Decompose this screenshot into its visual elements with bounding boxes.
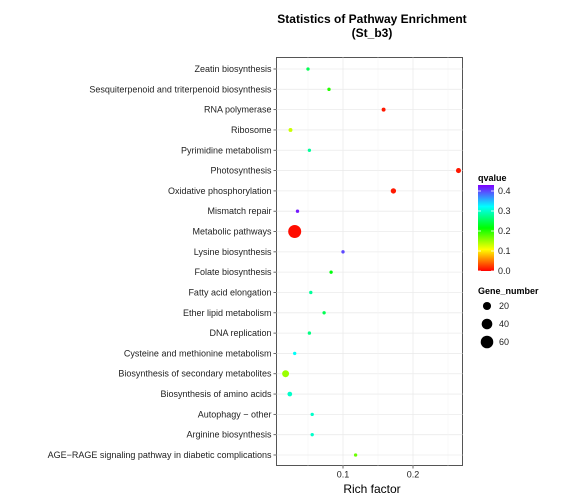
data-point xyxy=(329,270,333,274)
y-tick-label: Biosynthesis of secondary metabolites xyxy=(118,369,272,379)
data-point xyxy=(288,127,293,132)
chart-title: Statistics of Pathway Enrichment xyxy=(277,12,466,26)
data-point xyxy=(341,250,345,254)
y-tick-label: Pyrimidine metabolism xyxy=(181,145,272,155)
size-legend-label: 20 xyxy=(499,301,509,311)
data-point xyxy=(307,331,312,335)
colorbar-tick-label: 0.4 xyxy=(498,186,511,196)
data-point xyxy=(310,433,314,437)
data-point xyxy=(327,87,331,91)
y-tick-label: AGE−RAGE signaling pathway in diabetic c… xyxy=(48,450,272,460)
data-point xyxy=(309,290,313,295)
y-tick-label: Fatty acid elongation xyxy=(188,287,271,297)
data-point xyxy=(306,67,310,71)
data-point xyxy=(287,391,293,397)
data-point xyxy=(322,311,326,315)
chart-subtitle: (St_b3) xyxy=(352,26,393,40)
x-tick-label: 0.1 xyxy=(337,470,350,480)
y-tick-label: Lysine biosynthesis xyxy=(194,247,272,257)
y-tick-label: DNA replication xyxy=(209,328,271,338)
y-tick-label: Oxidative phosphorylation xyxy=(168,186,272,196)
x-axis-label: Rich factor xyxy=(343,482,400,496)
y-tick-label: Sesquiterpenoid and triterpenoid biosynt… xyxy=(89,84,272,94)
size-legend-dot xyxy=(480,335,494,349)
data-point xyxy=(282,370,290,378)
data-point xyxy=(390,188,397,194)
y-tick-label: Metabolic pathways xyxy=(192,227,272,237)
size-legend-label: 40 xyxy=(499,319,509,329)
data-point xyxy=(353,453,358,457)
data-points xyxy=(282,67,462,457)
y-tick-label: Zeatin biosynthesis xyxy=(194,64,272,74)
data-point xyxy=(293,351,297,356)
y-axis: AGE−RAGE signaling pathway in diabetic c… xyxy=(48,64,277,460)
qvalue-colorbar xyxy=(478,185,494,271)
colorbar-tick-label: 0.2 xyxy=(498,226,511,236)
size-legend-dot xyxy=(481,318,493,330)
data-point xyxy=(381,107,386,112)
y-tick-label: Ribosome xyxy=(231,125,272,135)
size-legend-label: 60 xyxy=(499,337,509,347)
colorbar-tick-label: 0.0 xyxy=(498,266,511,276)
y-tick-label: Mismatch repair xyxy=(207,206,271,216)
y-tick-label: Ether lipid metabolism xyxy=(183,308,272,318)
data-point xyxy=(295,209,300,213)
y-tick-label: Autophagy − other xyxy=(198,409,272,419)
y-tick-label: Folate biosynthesis xyxy=(194,267,272,277)
y-tick-label: RNA polymerase xyxy=(204,105,272,115)
x-tick-label: 0.2 xyxy=(407,470,420,480)
data-point xyxy=(455,168,462,174)
plot-panel xyxy=(276,57,463,466)
gridlines xyxy=(276,57,463,466)
data-point xyxy=(310,412,314,417)
y-tick-label: Arginine biosynthesis xyxy=(186,430,272,440)
y-tick-label: Photosynthesis xyxy=(210,166,272,176)
data-point xyxy=(288,225,302,239)
x-axis: 0.1 0.2 xyxy=(337,465,420,480)
gene-number-legend-title: Gene_number xyxy=(478,286,539,296)
colorbar-tick-label: 0.3 xyxy=(498,206,511,216)
data-point xyxy=(307,148,312,152)
y-tick-label: Biosynthesis of amino acids xyxy=(160,389,272,399)
y-tick-label: Cysteine and methionine metabolism xyxy=(124,348,272,358)
qvalue-legend: qvalue 0.0 0.1 0.2 0.3 0.4 xyxy=(478,173,511,276)
size-legend-dot xyxy=(482,301,492,311)
gene-number-legend: Gene_number 20 40 60 xyxy=(478,286,539,349)
colorbar-tick-label: 0.1 xyxy=(498,246,511,256)
qvalue-legend-title: qvalue xyxy=(478,173,507,183)
